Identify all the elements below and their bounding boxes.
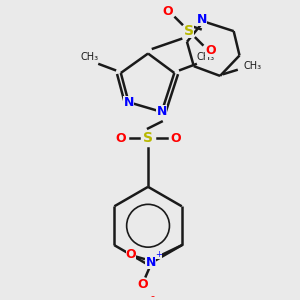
- Text: O: O: [126, 248, 136, 261]
- Text: -: -: [151, 291, 154, 300]
- Text: O: O: [205, 44, 216, 57]
- Text: S: S: [143, 131, 153, 145]
- Text: N: N: [196, 13, 207, 26]
- Text: O: O: [116, 132, 126, 145]
- Text: S: S: [184, 24, 194, 38]
- Text: N: N: [157, 105, 167, 119]
- Text: N: N: [146, 256, 156, 269]
- Text: CH₃: CH₃: [243, 61, 261, 71]
- Text: CH₃: CH₃: [196, 52, 214, 62]
- Text: O: O: [170, 132, 181, 145]
- Text: O: O: [162, 5, 173, 18]
- Text: CH₃: CH₃: [81, 52, 99, 62]
- Text: N: N: [123, 96, 134, 109]
- Text: +: +: [155, 250, 162, 260]
- Text: O: O: [137, 278, 148, 291]
